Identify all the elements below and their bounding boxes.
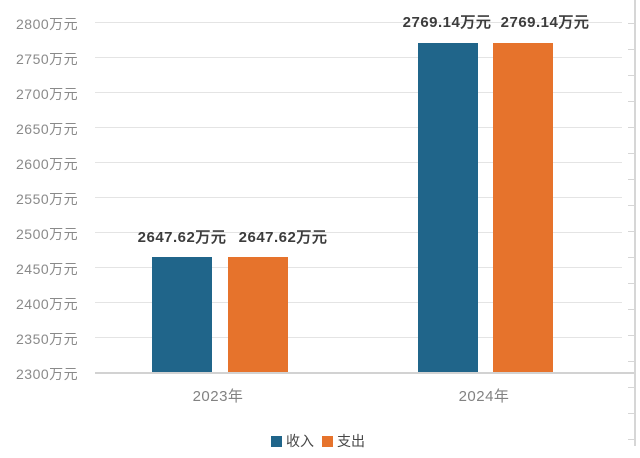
grid-line: [95, 267, 622, 268]
y-tick-label: 2600万元: [16, 156, 79, 172]
y-tick-label: 2300万元: [16, 366, 79, 382]
right-frame-tick: [628, 257, 634, 258]
right-frame-tick: [628, 413, 634, 414]
legend-label: 支出: [337, 433, 365, 449]
right-frame-tick: [628, 361, 634, 362]
right-frame-tick: [628, 283, 634, 284]
x-axis-line: [95, 372, 635, 374]
right-frame-tick: [628, 387, 634, 388]
right-frame-tick: [628, 439, 634, 440]
y-tick-label: 2550万元: [16, 191, 79, 207]
right-frame-tick: [628, 205, 634, 206]
x-axis-label: 2024年: [458, 388, 510, 405]
right-frame-tick: [628, 153, 634, 154]
grid-line: [95, 92, 622, 93]
grid-line: [95, 337, 622, 338]
y-tick-label: 2800万元: [16, 16, 79, 32]
data-label: 2647.62万元: [137, 229, 227, 246]
right-frame-tick: [628, 75, 634, 76]
bar-收入-2023年: [152, 257, 212, 372]
y-tick-label: 2700万元: [16, 86, 79, 102]
right-frame-tick: [628, 127, 634, 128]
y-tick-label: 2400万元: [16, 296, 79, 312]
right-frame-tick: [628, 335, 634, 336]
right-frame-line: [634, 0, 636, 446]
grid-line: [95, 232, 622, 233]
y-tick-label: 2500万元: [16, 226, 79, 242]
y-tick-label: 2450万元: [16, 261, 79, 277]
grid-line: [95, 302, 622, 303]
bar-支出-2023年: [228, 257, 288, 372]
right-frame-tick: [628, 23, 634, 24]
legend-swatch-icon: [271, 435, 282, 447]
right-frame-tick: [628, 179, 634, 180]
y-tick-label: 2650万元: [16, 121, 79, 137]
y-tick-label: 2350万元: [16, 331, 79, 347]
grid-line: [95, 197, 622, 198]
x-axis-label: 2023年: [192, 388, 244, 405]
bar-收入-2024年: [418, 43, 478, 372]
data-label: 2769.14万元: [500, 14, 590, 31]
data-label: 2769.14万元: [402, 14, 492, 31]
bar-支出-2024年: [493, 43, 553, 372]
chart-legend: 收入 支出: [0, 432, 636, 450]
grid-line: [95, 162, 622, 163]
legend-label: 收入: [286, 433, 314, 449]
legend-item-收入: 收入: [271, 431, 314, 451]
legend-item-支出: 支出: [322, 431, 365, 451]
right-frame-tick: [628, 231, 634, 232]
grid-line: [95, 57, 622, 58]
right-frame-tick: [628, 101, 634, 102]
grid-line: [95, 127, 622, 128]
y-tick-label: 2750万元: [16, 51, 79, 67]
right-frame-tick: [628, 49, 634, 50]
grid-line: [95, 22, 622, 23]
right-frame-tick: [628, 309, 634, 310]
legend-swatch-icon: [322, 435, 333, 447]
data-label: 2647.62万元: [238, 229, 328, 246]
